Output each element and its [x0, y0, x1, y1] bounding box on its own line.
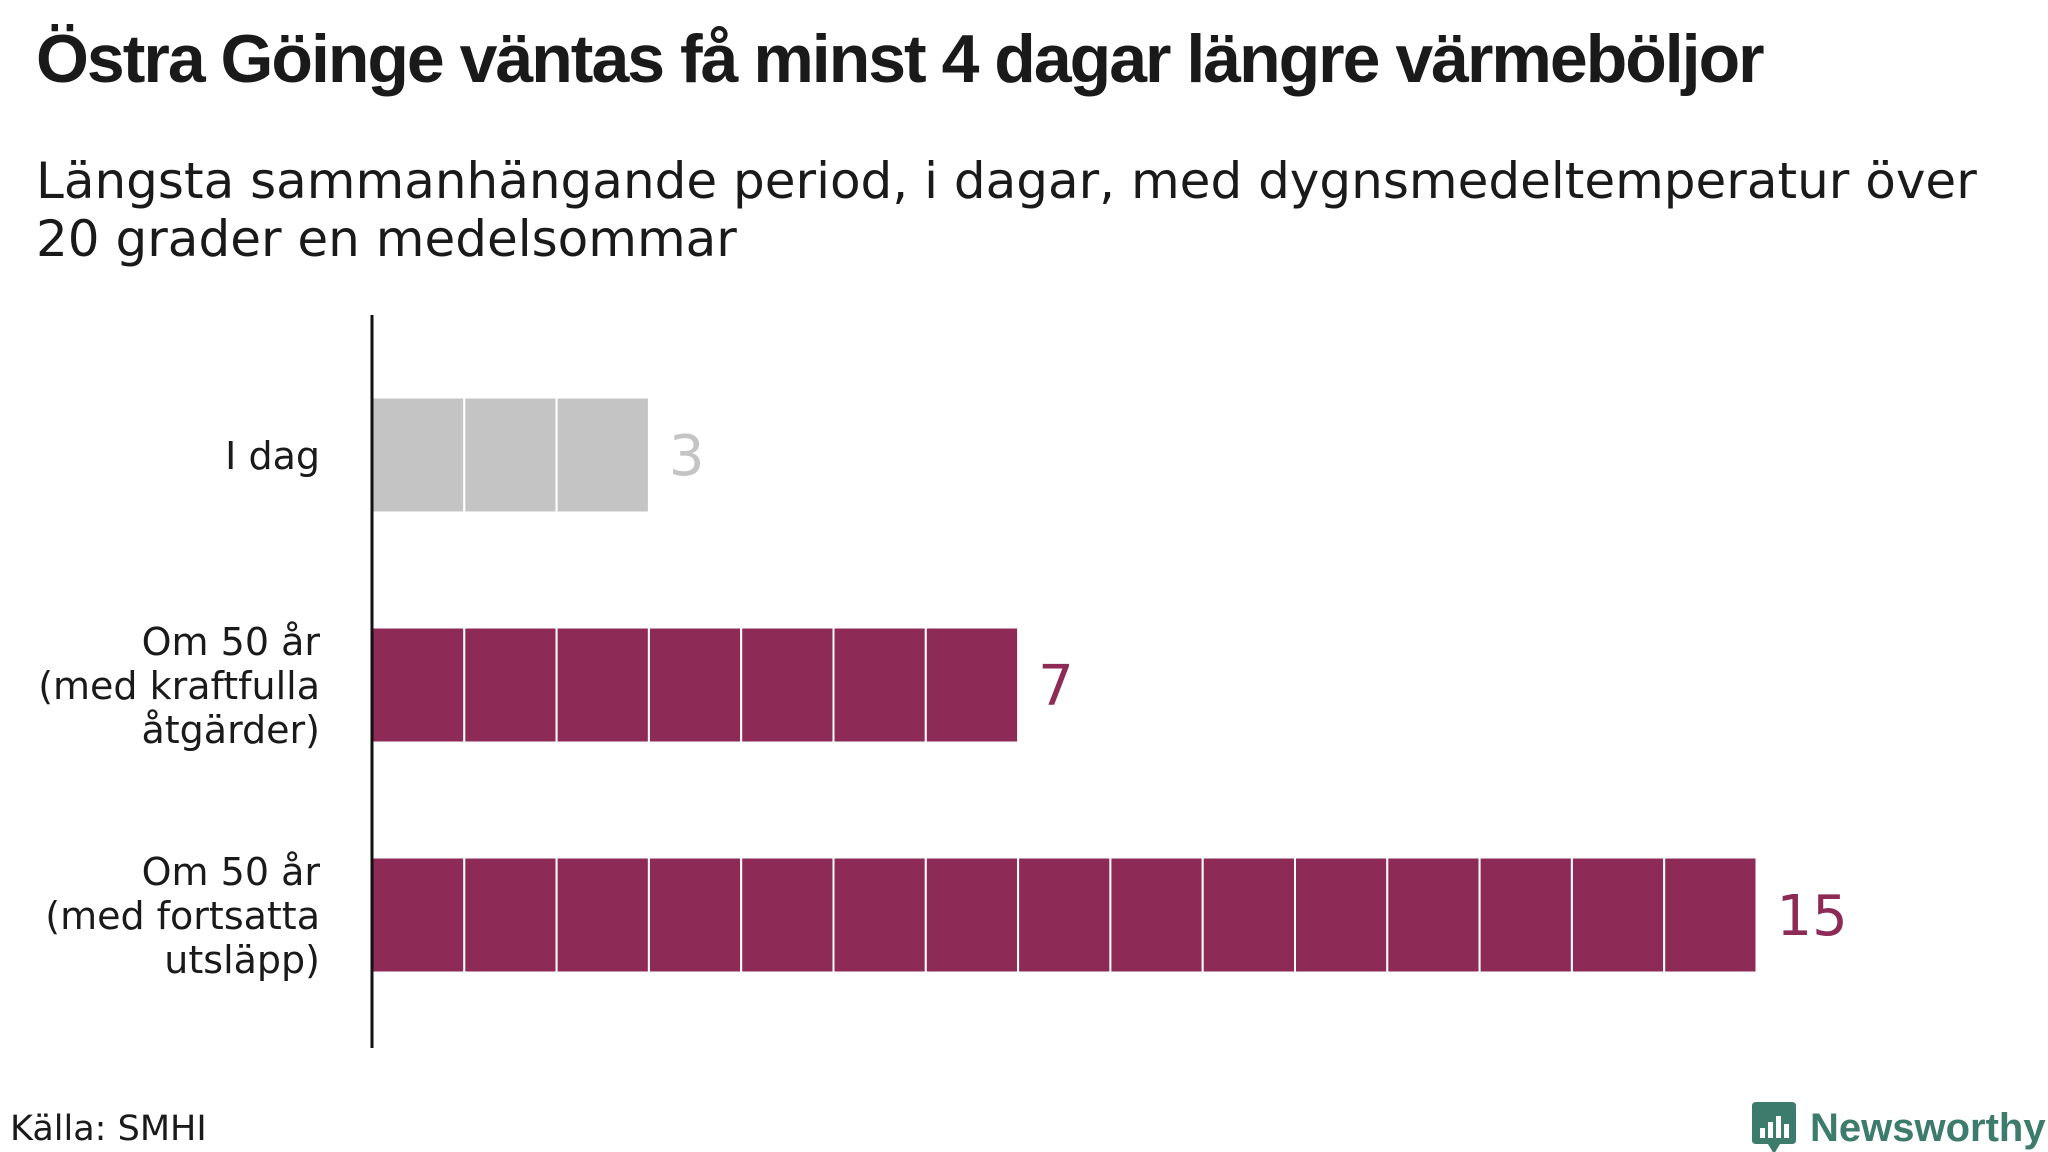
category-label: (med fortsatta	[45, 894, 320, 938]
bar-block	[1663, 856, 1758, 974]
bar-block	[463, 626, 558, 744]
category-label: Om 50 år	[142, 620, 321, 664]
bar-block	[1294, 856, 1389, 974]
bar-block	[555, 396, 650, 514]
bar-block	[1109, 856, 1204, 974]
bar-block	[740, 856, 835, 974]
bar-block	[371, 856, 466, 974]
chart-title: Östra Göinge väntas få minst 4 dagar län…	[36, 21, 1765, 97]
value-label: 7	[1038, 654, 1074, 719]
bar-block	[647, 626, 743, 744]
bar-block	[463, 856, 558, 974]
value-label: 3	[669, 424, 705, 489]
newsworthy-logo: Newsworthy	[1750, 1100, 2046, 1152]
bar-block	[371, 396, 466, 514]
bar-block	[555, 856, 650, 974]
bar-block	[832, 626, 927, 744]
source-note: Källa: SMHI	[10, 1109, 207, 1149]
bar-chart-logo-icon	[1752, 1102, 1796, 1152]
value-label: 15	[1777, 884, 1848, 949]
category-label: (med kraftfulla	[38, 664, 320, 708]
bar-block	[924, 856, 1020, 974]
category-label: åtgärder)	[142, 708, 321, 752]
bar-block	[1386, 856, 1481, 974]
bar-block	[555, 626, 650, 744]
bar-block	[1201, 856, 1296, 974]
bar-block	[463, 396, 558, 514]
bar-block	[832, 856, 927, 974]
bar-block	[740, 626, 835, 744]
chart-subtitle: Längsta sammanhängande period, i dagar, …	[36, 152, 1977, 268]
bar-block	[371, 626, 466, 744]
bar-block	[1017, 856, 1112, 974]
bar-block	[924, 626, 1020, 744]
bar-block	[647, 856, 743, 974]
category-label: I dag	[225, 434, 320, 478]
logo-text: Newsworthy	[1810, 1105, 2046, 1150]
bar-block	[1570, 856, 1666, 974]
category-label: utsläpp)	[164, 938, 320, 982]
bar-block	[1478, 856, 1573, 974]
category-label: Om 50 år	[142, 850, 321, 894]
